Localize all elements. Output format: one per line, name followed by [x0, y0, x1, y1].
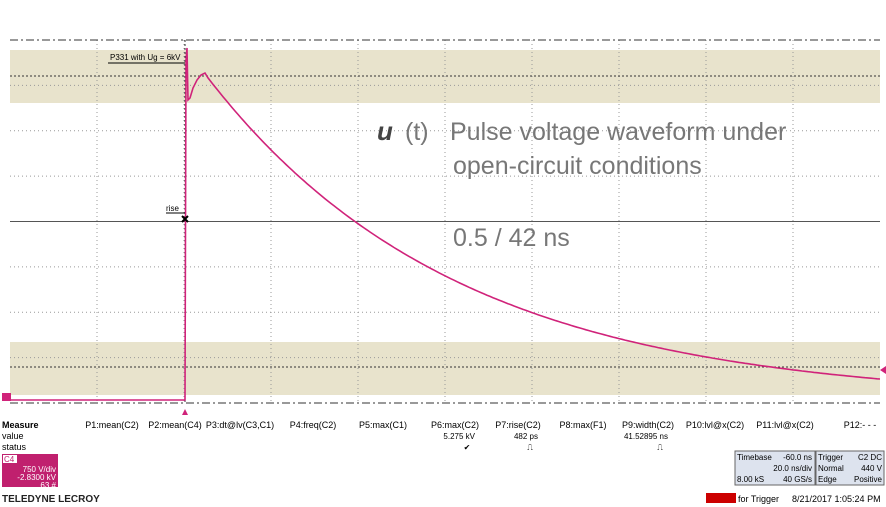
title-arg: (t)	[405, 118, 429, 146]
channel-name: C4	[4, 455, 15, 464]
measure-label: Measure	[2, 420, 39, 430]
trigger-level: 440 V	[861, 464, 883, 473]
measure-label: value	[2, 431, 24, 441]
timebase-label: Timebase	[737, 453, 772, 462]
title-symbol: u	[377, 116, 393, 146]
status-datetime: 8/21/2017 1:05:24 PM	[792, 494, 881, 504]
measure-params: P1:mean(C2) P2:mean(C4) P3:dt@lv(C3,C1) P4:…	[85, 420, 876, 452]
timebase-box[interactable]	[734, 450, 816, 486]
timebase-delay: -60.0 ns	[783, 453, 812, 462]
channel-marker	[2, 393, 11, 401]
param-status: ⎍	[657, 443, 663, 452]
param-name: P12:- - -	[844, 420, 877, 430]
timing-label: 0.5 / 42 ns	[453, 224, 570, 252]
rise-marker	[181, 215, 189, 223]
timebase-samples: 8.00 kS	[737, 475, 764, 484]
param-value: 482 ps	[514, 432, 538, 441]
trigger-source: C2 DC	[858, 453, 882, 462]
param-name: P8:max(F1)	[559, 420, 606, 430]
param-name: P1:mean(C2)	[85, 420, 139, 430]
param-status: ⎍	[527, 443, 533, 452]
param-value: 41.52895 ns	[624, 432, 668, 441]
grid	[10, 40, 880, 403]
param-status: ✔	[464, 443, 471, 452]
param-name: P3:dt@lv(C3,C1)	[206, 420, 274, 430]
trigger-marker	[182, 409, 188, 415]
brand: TELEDYNE LECROY	[2, 494, 100, 505]
param-name: P4:freq(C2)	[290, 420, 337, 430]
status-message: for Trigger	[738, 494, 779, 504]
timebase-scale: 20.0 ns/div	[773, 464, 812, 473]
channel-tag	[3, 455, 17, 463]
param-name: P6:max(C2)	[431, 420, 479, 430]
level-marker	[880, 366, 886, 374]
status-indicator	[706, 493, 736, 503]
measure-label: status	[2, 442, 27, 452]
title-line: Pulse voltage waveform under	[450, 118, 786, 146]
param-name: P9:width(C2)	[622, 420, 674, 430]
annotation: P331 with Ug = 6kV	[110, 53, 181, 62]
trigger-mode: Normal	[818, 464, 844, 473]
cursor-label: rise	[166, 204, 179, 213]
channel-offset: -2.8300 kV	[17, 473, 56, 482]
channel-count: 63 #	[40, 481, 56, 490]
timebase-rate: 40 GS/s	[783, 475, 812, 484]
param-name: P5:max(C1)	[359, 420, 407, 430]
trigger-box[interactable]	[815, 450, 885, 486]
waveform	[10, 47, 881, 401]
param-name: P2:mean(C4)	[148, 420, 202, 430]
trigger-type: Edge	[818, 475, 837, 484]
title-line: open-circuit conditions	[453, 152, 702, 180]
param-value: 5.275 kV	[443, 432, 475, 441]
trigger-label: Trigger	[818, 453, 843, 462]
channel-scale: 750 V/div	[23, 465, 56, 474]
param-name: P11:lvl@x(C2)	[756, 420, 813, 430]
param-name: P7:rise(C2)	[495, 420, 541, 430]
param-name: P10:lvl@x(C2)	[686, 420, 744, 430]
trigger-slope: Positive	[854, 475, 883, 484]
